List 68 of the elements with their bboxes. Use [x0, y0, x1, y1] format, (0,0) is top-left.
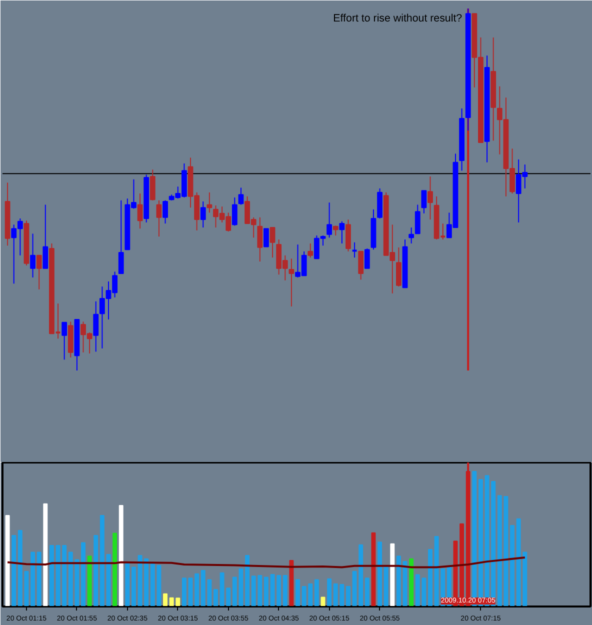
- bar: [289, 560, 294, 606]
- candlestick: [339, 220, 345, 244]
- candlestick: [351, 242, 358, 258]
- candlestick: [332, 225, 338, 236]
- candlestick: [288, 258, 294, 307]
- candlestick: [150, 169, 156, 201]
- candlestick: [346, 219, 351, 252]
- bar: [163, 593, 168, 606]
- candlestick: [200, 200, 206, 228]
- bar: [5, 515, 10, 606]
- bar: [390, 543, 395, 606]
- bar: [264, 576, 268, 606]
- bar: [87, 556, 92, 606]
- candlestick: [421, 190, 427, 214]
- bar: [314, 579, 319, 606]
- candlestick: [264, 228, 269, 248]
- bar: [364, 578, 370, 606]
- candlestick: [414, 204, 420, 234]
- bar: [49, 545, 54, 606]
- bar: [182, 578, 186, 606]
- candlestick: [238, 187, 244, 206]
- bar: [296, 579, 300, 606]
- bar: [125, 562, 130, 606]
- bar: [378, 542, 382, 606]
- candlestick: [162, 200, 168, 224]
- bar: [327, 578, 332, 606]
- bar: [94, 535, 98, 606]
- candlestick: [93, 300, 99, 352]
- candlestick: [206, 192, 212, 214]
- candlestick: [308, 242, 314, 258]
- bar: [409, 558, 414, 606]
- candlestick: [270, 227, 276, 258]
- bar: [402, 561, 408, 606]
- candlestick: [326, 202, 332, 238]
- annotation: Effort to rise without result?: [333, 12, 462, 24]
- candlestick: [30, 233, 36, 278]
- bar: [510, 525, 515, 606]
- bar: [194, 573, 200, 606]
- bar: [214, 588, 218, 606]
- bar: [81, 542, 86, 606]
- candlestick: [62, 322, 68, 360]
- bar: [245, 554, 250, 606]
- bar: [12, 535, 16, 606]
- candlestick: [257, 216, 263, 262]
- candlestick: [408, 227, 414, 244]
- candlestick: [232, 196, 238, 226]
- candlestick: [118, 200, 124, 274]
- candlestick: [428, 176, 433, 220]
- candlestick: [42, 204, 48, 269]
- bar: [36, 552, 42, 606]
- bar: [30, 552, 36, 606]
- bar: [118, 505, 124, 606]
- bar: [384, 564, 388, 606]
- candlestick: [396, 246, 402, 288]
- bar: [371, 532, 376, 606]
- bar: [100, 515, 104, 606]
- bar: [282, 574, 288, 606]
- candlestick: [358, 250, 364, 280]
- candlestick: [364, 248, 370, 269]
- bar: [346, 586, 350, 606]
- candlestick: [137, 192, 143, 230]
- bar: [131, 566, 136, 606]
- bar: [112, 532, 118, 606]
- bar: [43, 503, 48, 606]
- bar: [396, 556, 401, 606]
- candlestick: [36, 254, 42, 290]
- candlestick: [156, 200, 162, 238]
- bar: [428, 549, 432, 606]
